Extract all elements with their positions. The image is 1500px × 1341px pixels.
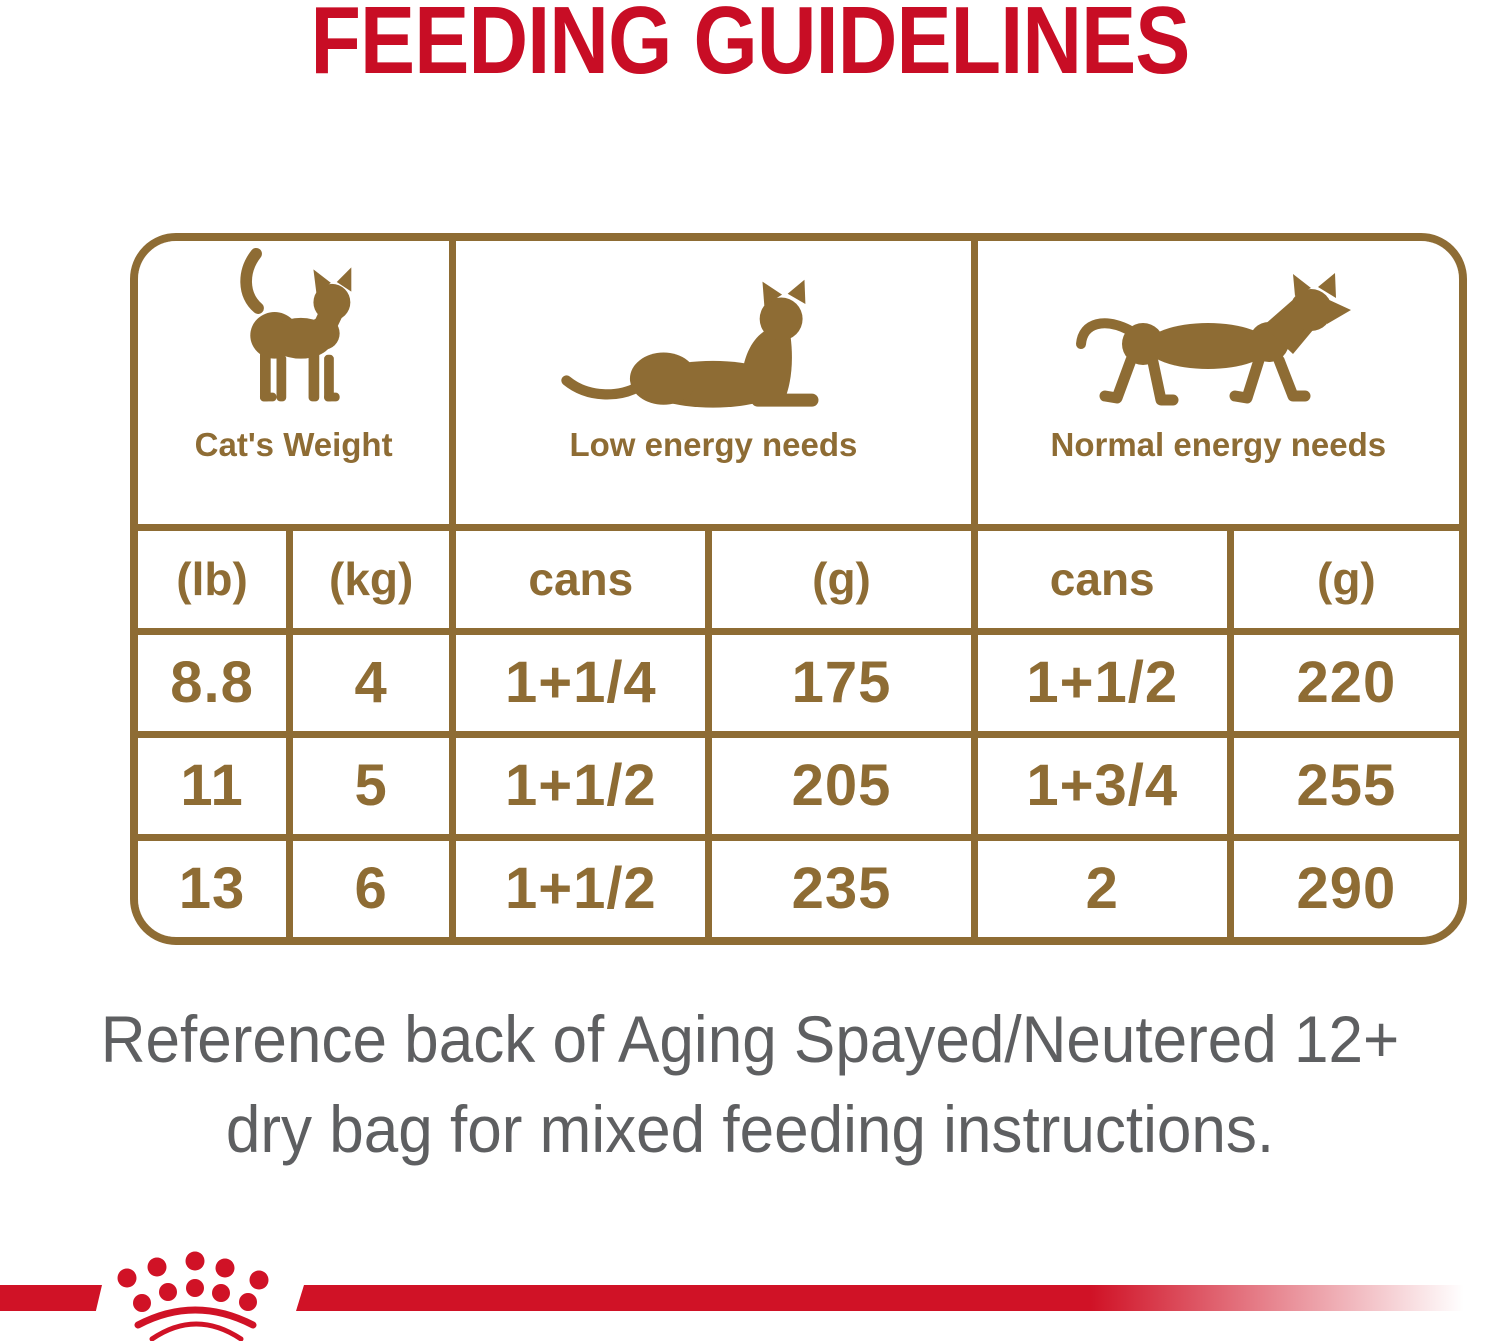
cell-r3-g-low: 235 xyxy=(712,840,971,937)
subheader-g-low: (g) xyxy=(712,531,971,628)
header-label-cats-weight: Cat's Weight xyxy=(194,426,393,464)
subheader-g-normal: (g) xyxy=(1233,531,1459,628)
note-line-1: Reference back of Aging Spayed/Neutered … xyxy=(100,1002,1400,1076)
header-label-normal-energy: Normal energy needs xyxy=(1050,426,1387,464)
cell-r1-g-normal: 220 xyxy=(1233,634,1459,731)
header-label-low-energy: Low energy needs xyxy=(569,426,858,464)
page-title: FEEDING GUIDELINES xyxy=(310,0,1190,94)
walking-cat-icon xyxy=(1076,273,1352,406)
standing-kitten-icon xyxy=(239,248,351,402)
cell-r3-cans-normal: 2 xyxy=(977,840,1227,937)
note-line-2: dry bag for mixed feeding instructions. xyxy=(225,1092,1275,1166)
header-cats-weight: Cat's Weight xyxy=(138,241,450,525)
cell-r3-g-normal: 290 xyxy=(1233,840,1459,937)
royal-canin-crown-icon xyxy=(117,1251,269,1341)
subheader-cans-normal: cans xyxy=(977,531,1227,628)
cell-r3-lb: 13 xyxy=(138,840,287,937)
cell-r1-cans-low: 1+1/4 xyxy=(456,634,706,731)
cell-r2-lb: 11 xyxy=(138,737,287,834)
subheader-cans-low: cans xyxy=(456,531,706,628)
cell-r2-cans-low: 1+1/2 xyxy=(456,737,706,834)
cell-r2-g-normal: 255 xyxy=(1233,737,1459,834)
cell-r2-g-low: 205 xyxy=(712,737,971,834)
cell-r3-kg: 6 xyxy=(293,840,450,937)
subheader-kg: (kg) xyxy=(293,531,450,628)
cell-r2-kg: 5 xyxy=(293,737,450,834)
lying-cat-icon xyxy=(561,280,819,409)
cell-r1-kg: 4 xyxy=(293,634,450,731)
header-normal-energy: Normal energy needs xyxy=(977,241,1459,525)
cell-r1-g-low: 175 xyxy=(712,634,971,731)
footer-band-left xyxy=(0,1285,102,1311)
subheader-lb: (lb) xyxy=(138,531,287,628)
header-low-energy: Low energy needs xyxy=(456,241,971,525)
cell-r1-lb: 8.8 xyxy=(138,634,287,731)
cell-r3-cans-low: 1+1/2 xyxy=(456,840,706,937)
feeding-table-grid: Cat's Weight Low energy ne xyxy=(138,241,1459,937)
footer-band-right xyxy=(296,1285,1500,1311)
cell-r1-cans-normal: 1+1/2 xyxy=(977,634,1227,731)
mixed-feeding-note: Reference back of Aging Spayed/Neutered … xyxy=(45,994,1455,1174)
cell-r2-cans-normal: 1+3/4 xyxy=(977,737,1227,834)
feeding-table: Cat's Weight Low energy ne xyxy=(130,233,1467,945)
